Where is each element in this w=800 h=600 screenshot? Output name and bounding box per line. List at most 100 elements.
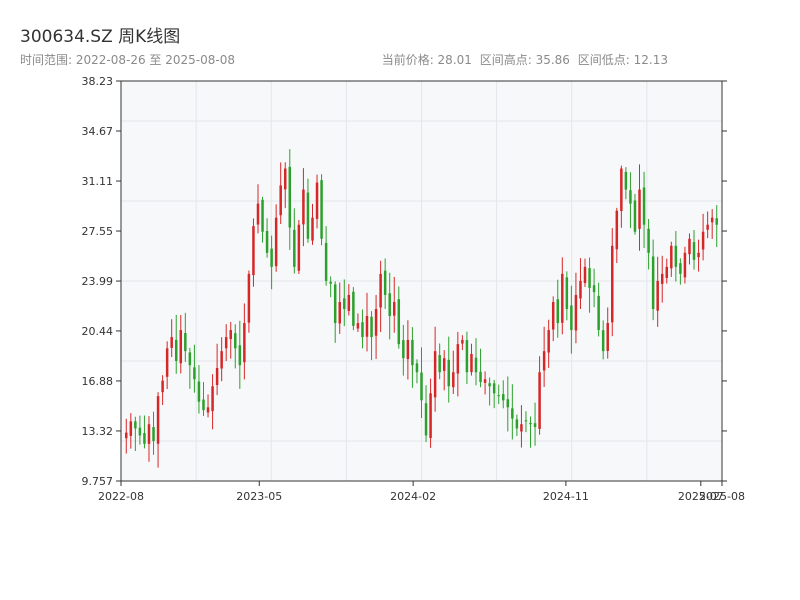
x-tick-label: 2024-02	[390, 490, 436, 503]
candle-body	[134, 421, 137, 429]
candle-body	[356, 323, 360, 329]
candle-body	[665, 266, 669, 278]
candle	[243, 303, 246, 380]
candle-body	[215, 368, 219, 386]
candle-body	[211, 386, 214, 412]
candle-body	[302, 189, 305, 225]
candle-body	[697, 252, 700, 258]
candle	[633, 193, 637, 235]
range-low-label: 区间低点: 12.13	[577, 53, 668, 67]
candle-body	[620, 168, 623, 212]
candle	[184, 312, 187, 362]
candle-body	[220, 351, 223, 369]
candle	[265, 218, 269, 258]
candle-body	[683, 252, 687, 278]
candle-body	[243, 323, 246, 363]
candle-body	[279, 185, 282, 216]
candle-body	[352, 291, 355, 326]
candle-body	[311, 217, 314, 241]
candle	[202, 382, 205, 417]
candle	[329, 276, 332, 298]
candle-body	[147, 424, 151, 444]
candle	[620, 165, 623, 228]
candle-body	[333, 284, 337, 324]
candle-body	[583, 266, 587, 284]
candle	[415, 359, 419, 384]
candle-body	[601, 330, 605, 352]
candle	[429, 378, 432, 448]
candle-body	[288, 166, 292, 228]
candle	[420, 347, 423, 418]
candle	[333, 281, 337, 343]
candle-body	[188, 352, 192, 366]
candle-body	[315, 182, 319, 219]
candle	[397, 286, 401, 349]
candle-body	[524, 420, 528, 422]
candle-body	[574, 294, 578, 331]
candle-body	[506, 399, 510, 408]
y-tick-label: 20.44	[82, 325, 114, 338]
candle	[174, 314, 178, 374]
candle-body	[642, 187, 646, 225]
candle-body	[706, 224, 709, 230]
candle-body	[474, 357, 478, 373]
candle	[224, 324, 228, 361]
candle	[433, 326, 437, 412]
candle	[660, 255, 664, 303]
candle	[392, 276, 396, 333]
candle-body	[456, 344, 460, 374]
candle	[274, 204, 278, 272]
chart-title: 300634.SZ 周K线图	[20, 27, 181, 47]
candle-body	[538, 372, 541, 429]
candle	[597, 282, 600, 337]
candle	[547, 319, 550, 368]
candle	[592, 268, 596, 308]
candle-body	[547, 330, 550, 353]
candle-body	[633, 200, 637, 232]
candle	[647, 218, 650, 270]
candle	[611, 228, 614, 337]
candle-body	[656, 280, 659, 311]
date-range-label: 时间范围: 2022-08-26 至 2025-08-08	[20, 53, 235, 67]
candle-body	[161, 380, 164, 393]
candle	[356, 313, 360, 332]
candle-body	[660, 273, 664, 284]
candle-body	[174, 339, 178, 361]
candle	[642, 171, 646, 249]
candle-body	[529, 422, 532, 425]
candle-body	[397, 299, 401, 345]
candle	[229, 321, 232, 359]
candle	[479, 348, 482, 388]
candle	[674, 231, 678, 282]
y-tick-label: 9.757	[82, 475, 114, 488]
candle	[638, 164, 641, 251]
candle-body	[647, 228, 650, 253]
y-tick-label: 27.55	[82, 225, 114, 238]
x-tick-label: 2025-07	[678, 490, 724, 503]
price-stats: 当前价格: 28.01 区间高点: 35.86 区间低点: 12.13	[378, 51, 668, 68]
candle-body	[615, 210, 619, 250]
y-tick-label: 38.23	[82, 75, 114, 88]
candle	[533, 402, 537, 446]
candle	[683, 246, 687, 284]
y-tick-label: 13.32	[82, 425, 114, 438]
candle-body	[165, 348, 169, 377]
candle	[551, 296, 555, 342]
candle	[283, 162, 287, 209]
candle	[583, 258, 587, 287]
candle-body	[206, 407, 210, 413]
candle-body	[365, 316, 369, 337]
candle	[497, 384, 500, 405]
candle-body	[442, 358, 446, 371]
y-tick-label: 34.67	[82, 125, 114, 138]
candle	[679, 258, 682, 285]
candle-body	[447, 359, 451, 387]
candle	[338, 282, 341, 334]
candle-body	[197, 381, 201, 402]
candle-body	[479, 371, 482, 383]
candle-body	[561, 273, 564, 323]
candle-body	[152, 427, 155, 442]
candle-body	[483, 379, 487, 383]
candle-body	[379, 273, 382, 308]
